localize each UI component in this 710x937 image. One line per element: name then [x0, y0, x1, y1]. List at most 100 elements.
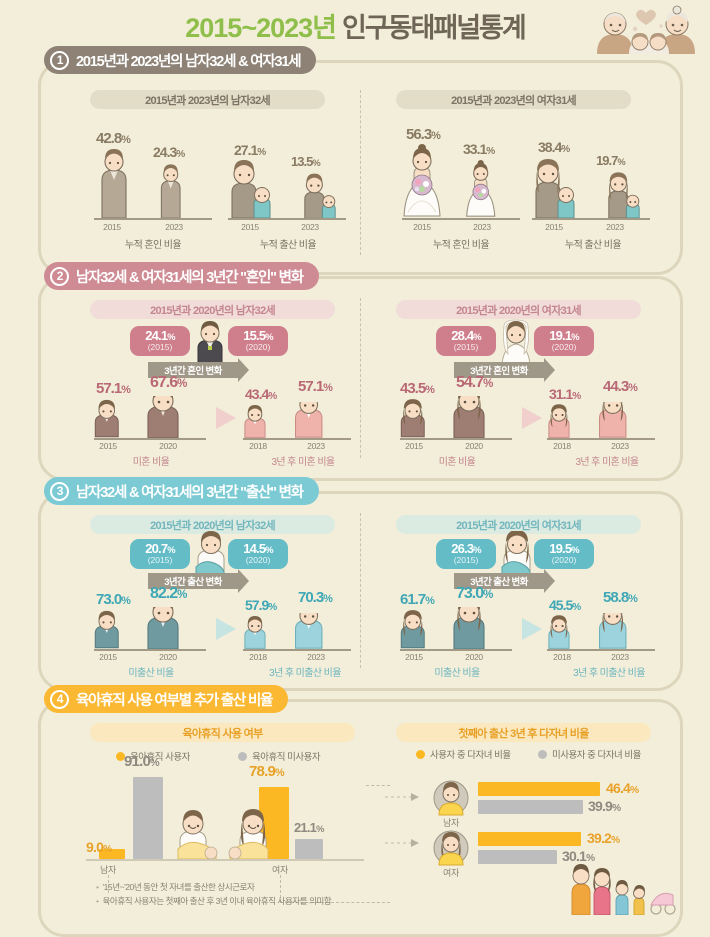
year-label: 2015 [99, 441, 117, 451]
connector-women [280, 875, 390, 903]
bride-icon [501, 319, 531, 364]
title-main: 인구동태패널통계 [342, 13, 527, 43]
year-label: 2020 [465, 652, 483, 662]
section-number: 2 [50, 266, 69, 286]
panel-title-women: 2015년과 2020년의 여자31세 [396, 300, 641, 319]
value-label: 57.9% [245, 597, 277, 613]
section-1-badge[interactable]: 1 2015년과 2023년의 남자32세 & 여자31세 [44, 46, 317, 74]
women-birth-figures [535, 159, 640, 218]
year-label: 2020 [159, 441, 177, 451]
value-label: 73.0% [96, 591, 131, 608]
section-number: 1 [50, 50, 69, 70]
value-label: 44.3% [603, 378, 638, 395]
value-men-not-used-multichild: 39.9% [588, 798, 621, 814]
transition-arrow-icon [522, 618, 542, 640]
father-baby-icon [195, 531, 225, 577]
bubble-2015: 24.1% (2015) [130, 326, 190, 356]
bubble-2015: 20.7% (2015) [130, 539, 190, 569]
section-2-badge[interactable]: 2 남자32세 & 여자31세의 3년간 "혼인" 변화 [44, 262, 319, 290]
value-label: 73.0% [456, 585, 493, 602]
year-label: 2023 [611, 441, 629, 451]
bar-men-not-used [133, 777, 163, 859]
legend-item-not-used: 육아휴직 미사용자 [238, 749, 321, 763]
value-label: 33.1% [463, 141, 495, 157]
men-nobirth-after-figures [244, 613, 323, 649]
section-title: 남자32세 & 여자31세의 3년간 "출산" 변화 [76, 484, 304, 501]
panel-title-women: 2015년과 2023년의 여자31세 [396, 90, 631, 109]
mother-baby-icon [501, 531, 531, 577]
women-single-figures [400, 396, 485, 438]
value-label: 19.7% [596, 153, 626, 168]
value-label: 43.4% [245, 386, 277, 402]
value-label: 82.2% [150, 585, 187, 602]
chart-caption: 미혼 비율 [438, 457, 476, 468]
group-label-men: 남자 [100, 865, 116, 875]
value-men-used: 9.0% [86, 839, 112, 855]
panel-divider [360, 298, 361, 458]
mother-holding-baby-icon [228, 809, 269, 859]
bar-women-not-used-multichild [478, 850, 557, 864]
bubble-2020: 14.5% (2020) [228, 539, 288, 569]
bar-men-not-used-multichild [478, 800, 583, 814]
men-single-figures [94, 396, 179, 438]
baseline [94, 218, 212, 220]
bar-men-used-multichild [478, 782, 600, 796]
women-nobirth-figures [400, 607, 485, 649]
women-nobirth-after-figures [548, 613, 627, 649]
chart-caption: 미출산 비율 [434, 668, 480, 679]
chart-caption: 누적 혼인 비율 [125, 240, 182, 251]
legend-dot-used [116, 751, 125, 761]
baseline [547, 649, 655, 651]
bar-women-used-multichild [478, 832, 581, 846]
value-women-not-used-multichild: 30.1% [562, 848, 595, 864]
value-label: 70.3% [298, 589, 333, 606]
change-arrow-label: 3년간 혼인 변화 [454, 358, 555, 382]
legend-item-used-multichild: 사용자 중 다자녀 비율 [416, 747, 511, 761]
panel-title-men: 2015년과 2020년의 남자32세 [90, 515, 335, 534]
page-title: 2015~2023년 인구동태패널통계 [0, 6, 710, 50]
year-label: 2018 [553, 652, 571, 662]
value-label: 57.1% [96, 380, 131, 397]
footnote-2: 육아휴직 사용자는 첫째아 출산 후 3년 이내 육아휴직 사용자를 의미함 [96, 895, 332, 907]
chart-caption: 3년 후 미혼 비율 [271, 457, 335, 468]
baseline [400, 649, 512, 651]
section-title: 남자32세 & 여자31세의 3년간 "혼인" 변화 [76, 269, 304, 286]
chart-caption: 미혼 비율 [132, 457, 170, 468]
panel-title-men: 2015년과 2023년의 남자32세 [90, 90, 325, 109]
baseline [94, 649, 206, 651]
year-label: 2015 [241, 222, 259, 232]
bubble-2015: 28.4% (2015) [436, 326, 496, 356]
panel-divider [360, 90, 361, 255]
men-marriage-figures [101, 149, 181, 218]
women-marriage-figures [403, 144, 496, 217]
change-arrow-label: 3년간 출산 변화 [148, 569, 249, 593]
panel-title-women: 2015년과 2020년의 여자31세 [396, 515, 641, 534]
avatar-men-icon[interactable] [433, 780, 469, 816]
value-label: 54.7% [456, 374, 493, 391]
transition-arrow-icon [216, 407, 236, 429]
change-arrow-label: 3년간 출산 변화 [454, 569, 555, 593]
value-label: 67.6% [150, 374, 187, 391]
connector-up [366, 785, 390, 893]
men-birth-figures [231, 160, 336, 218]
year-label: 2015 [103, 222, 121, 232]
row-label-women: 여자 [443, 868, 459, 878]
baseline [402, 218, 520, 220]
year-label: 2023 [301, 222, 319, 232]
value-label: 61.7% [400, 591, 435, 608]
value-label: 45.5% [549, 597, 581, 613]
chart-caption: 미출산 비율 [128, 668, 174, 679]
transition-arrow-icon [522, 407, 542, 429]
title-years: 2015~2023년 [185, 13, 337, 43]
chart-caption: 누적 출산 비율 [260, 240, 317, 251]
legend-item-used: 육아휴직 사용자 [116, 749, 190, 763]
chart-caption: 3년 후 미출산 비율 [269, 668, 341, 679]
value-label: 43.5% [400, 380, 435, 397]
baseline [400, 438, 512, 440]
bar-women-not-used [295, 839, 323, 859]
section-4-badge[interactable]: 4 육아휴직 사용 여부별 추가 출산 비율 [44, 685, 289, 713]
avatar-women-icon[interactable] [433, 830, 469, 866]
value-label: 38.4% [538, 139, 570, 155]
section-3-badge[interactable]: 3 남자32세 & 여자31세의 3년간 "출산" 변화 [44, 477, 319, 505]
row-label-men: 남자 [443, 818, 459, 828]
